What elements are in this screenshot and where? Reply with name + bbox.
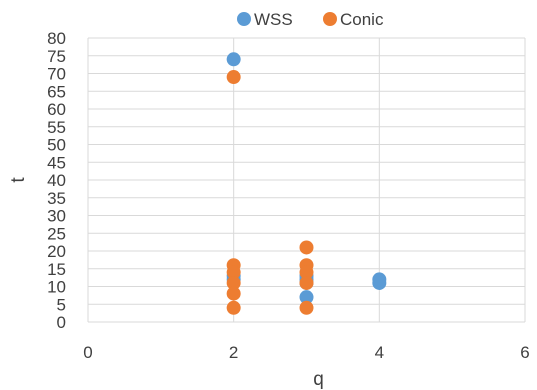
y-tick-label: 30: [47, 207, 66, 226]
conic-point: [226, 300, 241, 315]
conic-point: [226, 70, 241, 85]
conic-point: [226, 286, 241, 301]
y-tick-label: 15: [47, 260, 66, 279]
conic-point: [299, 300, 314, 315]
horizontal-gridlines: [88, 37, 525, 323]
wss-point: [226, 52, 241, 67]
y-tick-label: 10: [47, 278, 66, 297]
y-tick-label: 55: [47, 118, 66, 137]
x-tick-label: 0: [83, 343, 92, 362]
y-tick-label: 25: [47, 224, 66, 243]
wss-point: [299, 290, 314, 305]
conic-point: [226, 275, 241, 290]
data-points: [226, 52, 387, 315]
y-tick-label: 50: [47, 136, 66, 155]
y-tick-label: 40: [47, 171, 66, 190]
y-tick-label: 35: [47, 189, 66, 208]
x-tick-label: 2: [229, 343, 238, 362]
y-tick-label: 45: [47, 153, 66, 172]
legend-label-conic: Conic: [340, 10, 384, 29]
y-tick-label: 80: [47, 29, 66, 48]
wss-point: [372, 275, 387, 290]
x-tick-label: 6: [520, 343, 529, 362]
y-tick-label: 75: [47, 47, 66, 66]
x-axis-tick-labels: 0 2 4 6: [83, 343, 529, 362]
y-tick-label: 60: [47, 100, 66, 119]
conic-point: [299, 265, 314, 280]
y-tick-label: 70: [47, 65, 66, 84]
legend-marker-conic: [323, 12, 337, 26]
y-tick-label: 0: [57, 313, 66, 332]
x-axis-label: q: [313, 369, 324, 390]
x-tick-label: 4: [375, 343, 384, 362]
conic-point: [299, 240, 314, 255]
legend-marker-wss: [237, 12, 251, 26]
legend: WSS Conic: [237, 10, 384, 29]
y-tick-label: 5: [57, 295, 66, 314]
y-tick-label: 65: [47, 82, 66, 101]
conic-point: [299, 275, 314, 290]
legend-label-wss: WSS: [254, 10, 293, 29]
y-tick-label: 20: [47, 242, 66, 261]
conic-point: [226, 265, 241, 280]
y-axis-label: t: [8, 177, 29, 183]
